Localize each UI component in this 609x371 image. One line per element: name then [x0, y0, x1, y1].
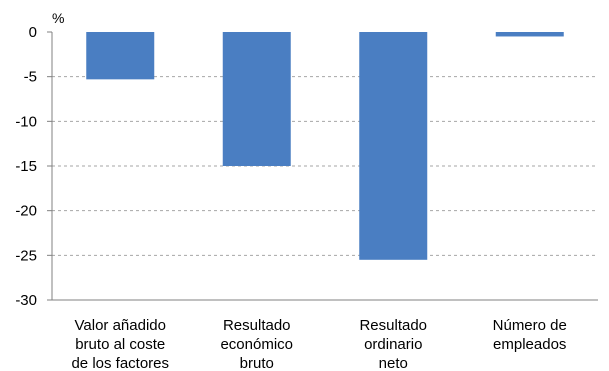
- y-tick-label: 0: [29, 24, 37, 41]
- y-unit-label: %: [52, 10, 64, 26]
- category-label: Resultado: [223, 317, 291, 334]
- y-tick-label: -15: [15, 158, 37, 175]
- y-tick-label: -20: [15, 203, 37, 220]
- category-label: bruto al coste: [75, 336, 165, 353]
- bar: [359, 32, 428, 260]
- category-label: económico: [220, 336, 293, 353]
- bar: [222, 32, 291, 166]
- category-label: Número de: [493, 317, 567, 334]
- bar: [495, 32, 564, 37]
- y-tick-label: -25: [15, 247, 37, 264]
- category-labels: Valor añadido bruto al coste de los factor…: [71, 317, 566, 371]
- category-label: neto: [379, 355, 408, 371]
- category-label: Valor añadido: [75, 317, 166, 334]
- category-label: bruto: [240, 355, 274, 371]
- y-axis-ticks: 0 -5 -10 -15 -20 -25 -30: [15, 24, 52, 309]
- bar: [86, 32, 155, 80]
- bars: [86, 32, 564, 260]
- category-label: ordinario: [364, 336, 422, 353]
- grid: [52, 76, 598, 256]
- category-label: Resultado: [359, 317, 427, 334]
- category-label: empleados: [493, 336, 566, 353]
- y-tick-label: -5: [24, 69, 37, 86]
- category-label: de los factores: [71, 355, 169, 371]
- y-tick-label: -10: [15, 113, 37, 130]
- y-tick-label: -30: [15, 292, 37, 309]
